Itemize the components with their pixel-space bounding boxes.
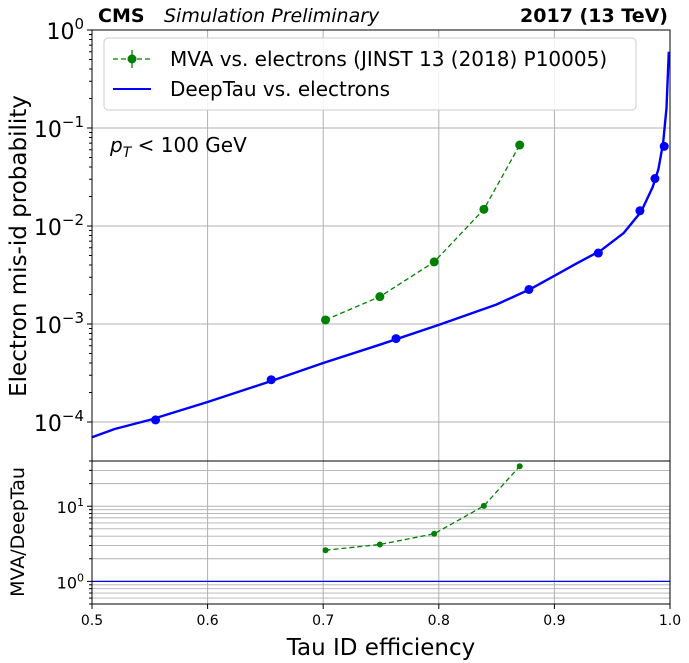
ratio-y-axis-label: MVA/DeepTau: [7, 467, 29, 597]
top-y-axis-label: Electron mis-id probability: [6, 95, 32, 397]
deeptau-point: [524, 284, 534, 294]
deeptau-point: [151, 415, 161, 425]
ratio-y-ticks: 100 101: [57, 460, 92, 605]
ratio-point: [431, 530, 438, 537]
deeptau-point: [391, 334, 401, 344]
top-plot-series: [91, 51, 670, 439]
mva-curve: [325, 144, 521, 321]
deeptau-point: [659, 141, 669, 151]
deeptau-point: [635, 206, 645, 216]
ratio-plot-frame: [91, 460, 671, 605]
deeptau-point: [266, 375, 276, 385]
ratio-point: [322, 547, 329, 554]
legend-box: [103, 37, 637, 111]
x-tick-label: 1.0: [659, 613, 681, 629]
ratio-y-tick-label: 100: [57, 571, 84, 592]
deeptau-point: [593, 248, 603, 258]
x-tick-label: 0.5: [81, 613, 103, 629]
top-y-tick-label: 10−4: [34, 407, 84, 437]
legend-deeptau-label: DeepTau vs. electrons: [170, 77, 390, 101]
bottom-grid: [91, 460, 671, 605]
status-label: Simulation Preliminary: [164, 5, 380, 27]
ratio-point: [376, 541, 383, 548]
ratio-point: [516, 463, 523, 470]
deeptau-curve: [91, 51, 670, 439]
ratio-curve: [325, 465, 521, 551]
deeptau-point: [650, 174, 660, 184]
legend: MVA vs. electrons (JINST 13 (2018) P1000…: [103, 37, 637, 111]
pt-subscript: T: [123, 145, 133, 161]
x-tick-label: 0.7: [312, 613, 334, 629]
top-y-tick-label: 10−1: [34, 113, 84, 143]
x-tick-label: 0.6: [196, 613, 218, 629]
experiment-label: CMS: [98, 5, 145, 27]
legend-mva-marker: [127, 54, 137, 64]
legend-mva-label: MVA vs. electrons (JINST 13 (2018) P1000…: [170, 47, 607, 71]
mva-point: [479, 204, 489, 214]
top-y-tick-label: 10−3: [34, 309, 84, 339]
mva-point: [375, 292, 385, 302]
top-y-ticks: 10−4 10−3 10−2 10−1 100: [34, 15, 92, 437]
x-tick-label: 0.9: [543, 613, 565, 629]
energy-label: 2017 (13 TeV): [520, 5, 668, 27]
mva-point: [515, 140, 525, 150]
top-y-tick-label: 100: [46, 15, 84, 45]
pt-cut-text: < 100 GeV: [131, 133, 247, 157]
ratio-plot-series: [92, 463, 670, 583]
x-tick-label: 0.8: [428, 613, 450, 629]
mva-point: [321, 315, 331, 325]
mva-point: [429, 257, 439, 267]
ratio-point: [480, 502, 487, 509]
ratio-y-tick-label: 101: [57, 496, 84, 517]
x-axis-label: Tau ID efficiency: [286, 635, 475, 661]
pt-symbol: p: [109, 133, 123, 157]
x-ticks: 0.5 0.6 0.7 0.8 0.9 1.0: [81, 604, 681, 629]
pt-cut-annotation: pT < 100 GeV: [109, 133, 247, 161]
top-y-tick-label: 10−2: [34, 211, 84, 241]
